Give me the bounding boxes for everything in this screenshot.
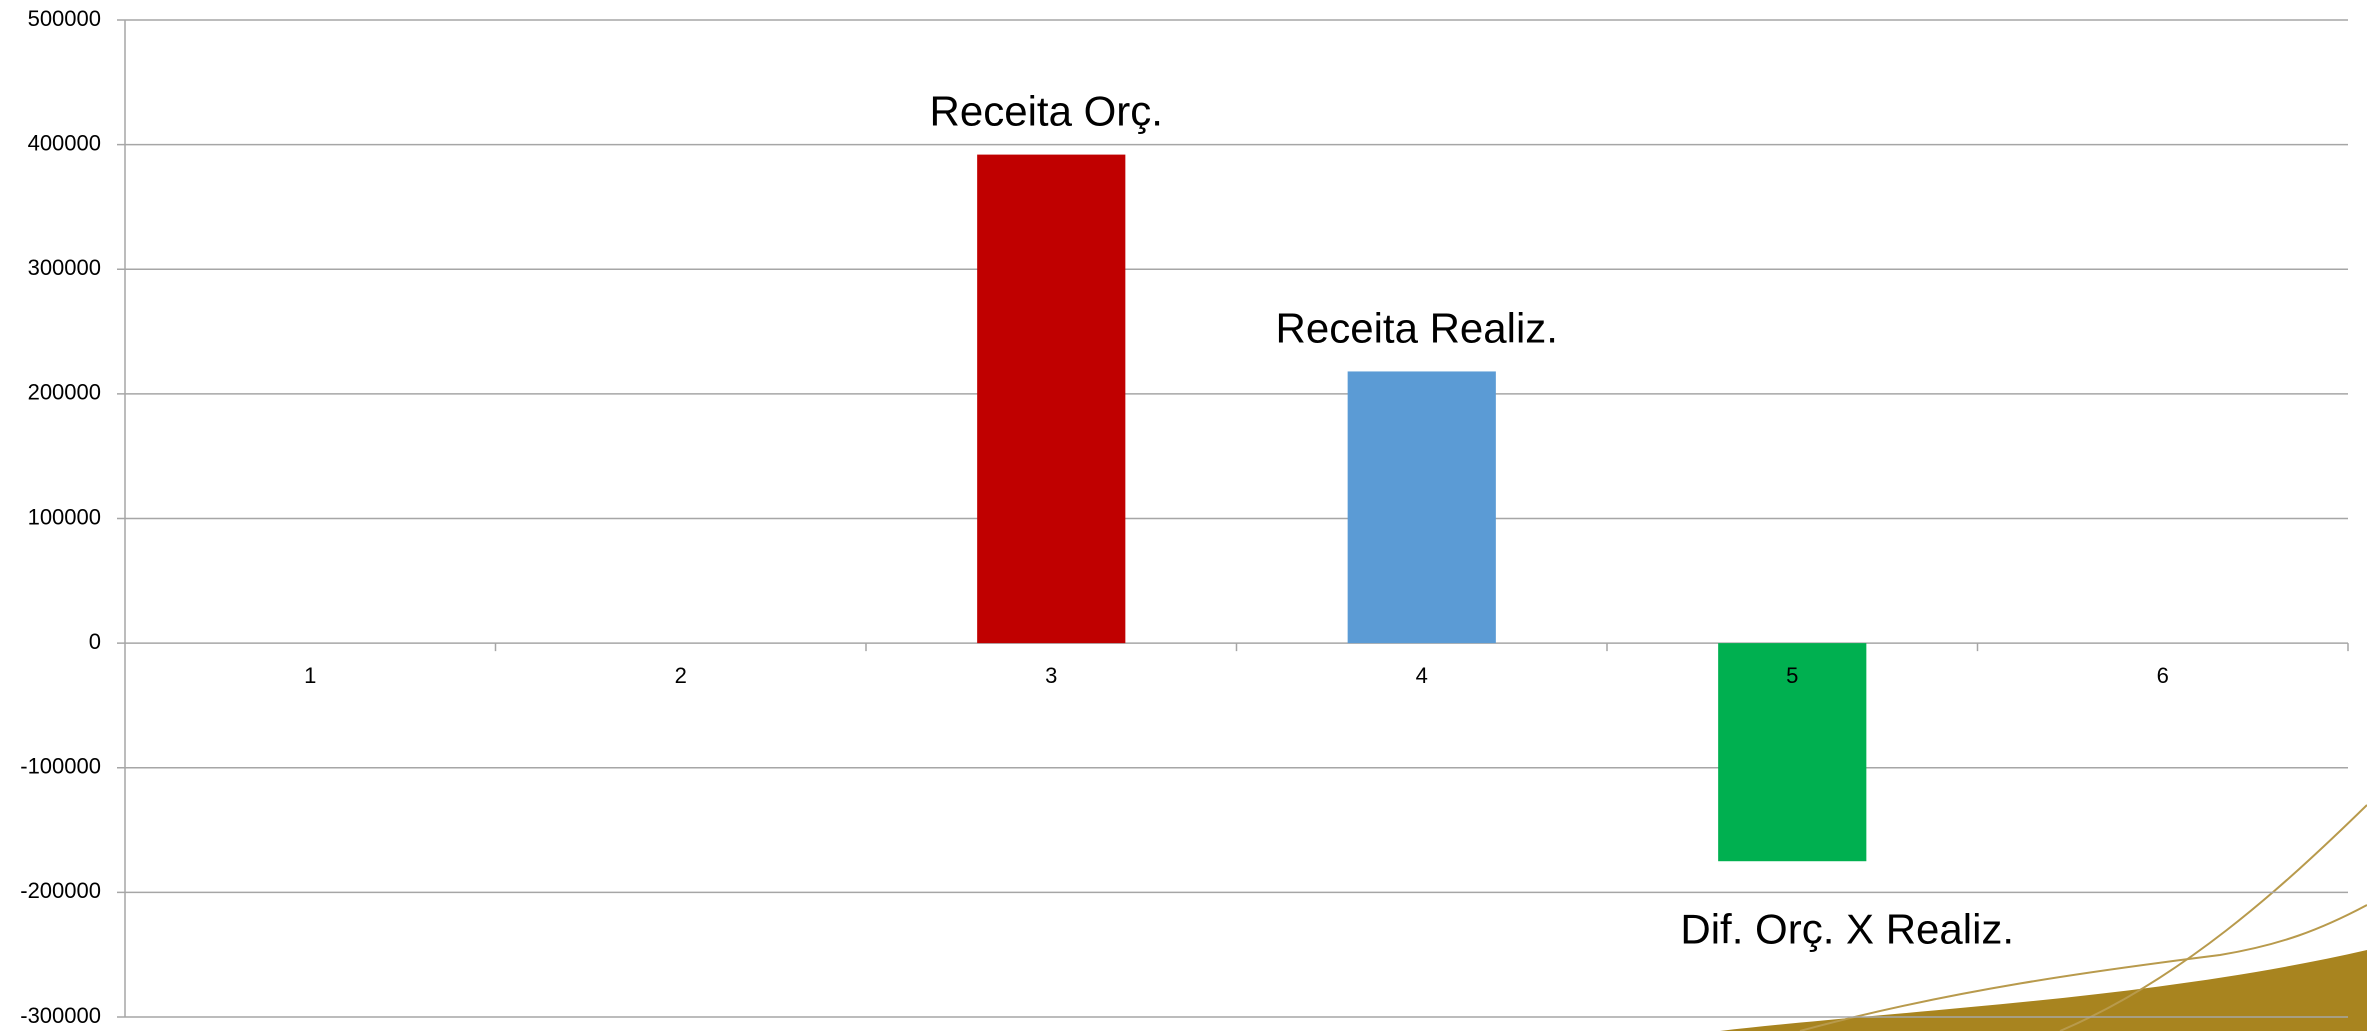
y-tick-label: 100000	[28, 504, 101, 529]
x-tick-label: 1	[304, 663, 316, 688]
bar-label: Receita Orç.	[930, 88, 1163, 135]
bar	[977, 155, 1125, 644]
y-tick-label: 400000	[28, 130, 101, 155]
gold-swoosh	[1720, 950, 2367, 1031]
chart: -300000 -200000 -100000 0 100000 200000 300000…	[0, 0, 2367, 1031]
y-tick-label: 500000	[28, 6, 101, 31]
bar	[1348, 371, 1496, 643]
y-tick-label: -200000	[20, 878, 101, 903]
x-tick-label: 5	[1786, 663, 1798, 688]
y-tick-label: -100000	[20, 754, 101, 779]
x-tick-label: 3	[1045, 663, 1057, 688]
x-tick-label: 6	[2157, 663, 2169, 688]
page: {"chart_data": {"type": "bar", "categori…	[0, 0, 2367, 1031]
y-tick-label: 0	[89, 629, 101, 654]
y-tick-label: -300000	[20, 1003, 101, 1028]
x-tick-label: 2	[675, 663, 687, 688]
x-tick-label: 4	[1416, 663, 1428, 688]
bar-label: Receita Realiz.	[1276, 305, 1558, 352]
y-tick-label: 300000	[28, 255, 101, 280]
y-tick-label: 200000	[28, 380, 101, 405]
bar-label: Dif. Orç. X Realiz.	[1680, 905, 2014, 952]
